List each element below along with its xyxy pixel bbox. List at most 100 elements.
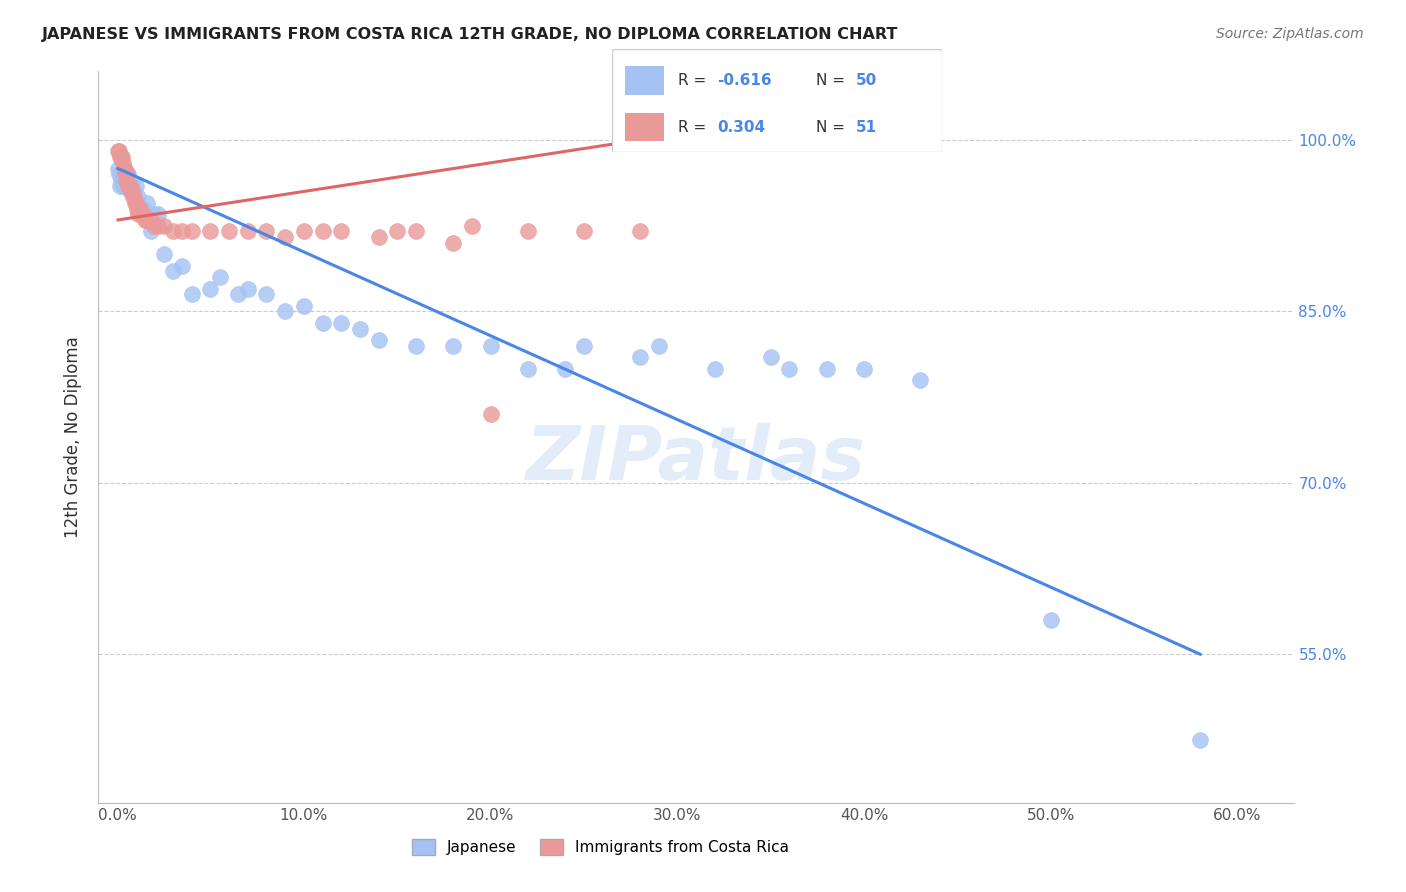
Point — [572, 224, 595, 238]
Point — [292, 299, 315, 313]
Point — [180, 287, 202, 301]
Point — [628, 350, 651, 364]
Point — [139, 224, 162, 238]
Point — [121, 178, 143, 193]
Point — [148, 219, 170, 233]
Point — [853, 361, 876, 376]
Point — [554, 361, 576, 376]
FancyBboxPatch shape — [624, 112, 665, 141]
Point — [330, 224, 353, 238]
Point — [405, 224, 427, 238]
Point — [120, 185, 142, 199]
Point — [108, 145, 131, 159]
Point — [152, 219, 174, 233]
Point — [125, 195, 148, 210]
Point — [115, 167, 138, 181]
Point — [236, 281, 259, 295]
Point — [122, 185, 145, 199]
Point — [516, 224, 538, 238]
Point — [461, 219, 484, 233]
Point — [115, 178, 138, 193]
Point — [759, 350, 782, 364]
Point — [228, 287, 250, 301]
Point — [124, 195, 146, 210]
Point — [479, 339, 502, 353]
Text: R =: R = — [678, 120, 711, 135]
Point — [441, 339, 464, 353]
Point — [108, 150, 131, 164]
Point — [647, 339, 669, 353]
Legend: Japanese, Immigrants from Costa Rica: Japanese, Immigrants from Costa Rica — [406, 833, 794, 861]
Point — [134, 213, 156, 227]
Text: R =: R = — [678, 73, 711, 88]
Point — [136, 195, 159, 210]
Point — [908, 373, 931, 387]
Text: -0.616: -0.616 — [717, 73, 772, 88]
Point — [292, 224, 315, 238]
FancyBboxPatch shape — [612, 49, 942, 152]
Point — [111, 155, 134, 169]
Point — [367, 333, 389, 347]
Point — [114, 161, 136, 176]
Text: 0.304: 0.304 — [717, 120, 765, 135]
Point — [117, 178, 139, 193]
Point — [120, 178, 142, 193]
Point — [628, 224, 651, 238]
Point — [311, 224, 333, 238]
Point — [110, 150, 132, 164]
Point — [572, 339, 595, 353]
Point — [132, 207, 155, 221]
Point — [162, 224, 184, 238]
Point — [117, 167, 139, 181]
Point — [111, 178, 134, 193]
Point — [107, 145, 129, 159]
Point — [162, 264, 184, 278]
Point — [112, 161, 135, 176]
Point — [311, 316, 333, 330]
Point — [778, 361, 800, 376]
Point — [143, 219, 166, 233]
Point — [122, 190, 145, 204]
Y-axis label: 12th Grade, No Diploma: 12th Grade, No Diploma — [65, 336, 83, 538]
Text: 50: 50 — [856, 73, 877, 88]
Point — [479, 407, 502, 421]
Text: N =: N = — [817, 73, 851, 88]
Point — [121, 185, 143, 199]
Point — [330, 316, 353, 330]
Text: ZIPatlas: ZIPatlas — [526, 423, 866, 496]
Text: Source: ZipAtlas.com: Source: ZipAtlas.com — [1216, 27, 1364, 41]
Point — [127, 190, 149, 204]
Point — [108, 167, 131, 181]
Point — [120, 185, 142, 199]
Point — [256, 224, 278, 238]
Point — [349, 321, 371, 335]
Point — [139, 213, 162, 227]
Point — [107, 161, 129, 176]
Point — [1189, 733, 1212, 747]
Point — [125, 202, 148, 216]
Point — [200, 281, 222, 295]
Point — [114, 173, 136, 187]
Point — [128, 202, 150, 216]
Point — [703, 361, 725, 376]
Point — [108, 178, 131, 193]
Point — [236, 224, 259, 238]
Point — [128, 202, 150, 216]
Point — [367, 230, 389, 244]
Point — [131, 207, 153, 221]
Point — [143, 207, 166, 221]
Point — [405, 339, 427, 353]
Point — [274, 304, 297, 318]
Point — [172, 224, 194, 238]
Point — [111, 150, 134, 164]
Point — [148, 207, 170, 221]
Point — [385, 224, 409, 238]
Point — [274, 230, 297, 244]
Point — [125, 178, 148, 193]
Point — [152, 247, 174, 261]
Text: 51: 51 — [856, 120, 877, 135]
Point — [516, 361, 538, 376]
Text: JAPANESE VS IMMIGRANTS FROM COSTA RICA 12TH GRADE, NO DIPLOMA CORRELATION CHART: JAPANESE VS IMMIGRANTS FROM COSTA RICA 1… — [42, 27, 898, 42]
Point — [122, 190, 145, 204]
Point — [208, 270, 231, 285]
